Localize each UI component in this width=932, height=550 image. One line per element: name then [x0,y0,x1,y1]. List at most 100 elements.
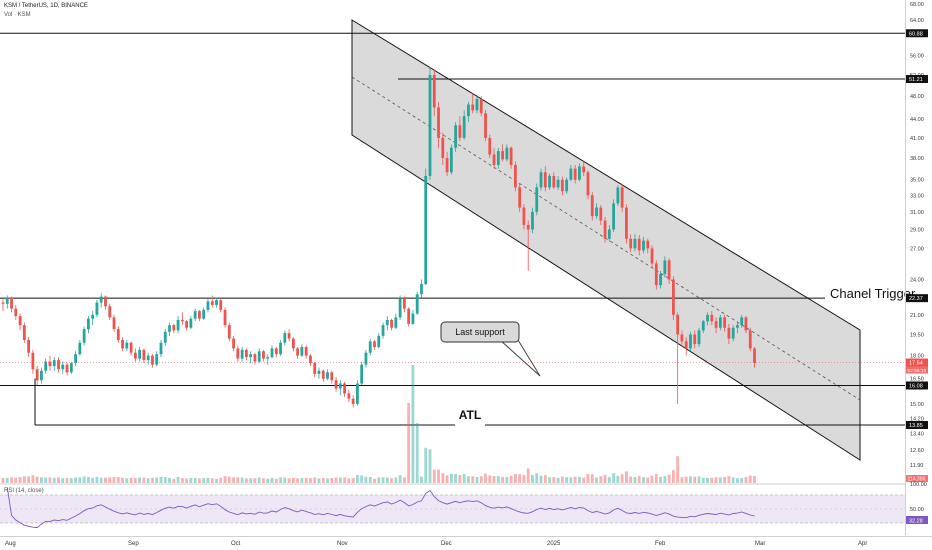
candle[interactable] [240,346,244,362]
candle[interactable] [565,177,569,194]
candle[interactable] [266,354,270,365]
candle[interactable] [496,147,500,169]
candle[interactable] [731,325,735,342]
candle[interactable] [740,314,744,328]
candle[interactable] [270,345,274,359]
candle[interactable] [706,312,709,326]
candle[interactable] [710,311,714,326]
candle[interactable] [667,258,671,284]
candle[interactable] [428,67,432,180]
candle[interactable] [454,122,458,152]
candle[interactable] [663,256,667,278]
candle[interactable] [74,351,77,367]
candle[interactable] [1,298,5,312]
candle[interactable] [462,110,466,140]
candle[interactable] [560,176,564,196]
candle[interactable] [471,93,475,114]
candle[interactable] [458,116,462,142]
candle[interactable] [14,304,18,320]
candle[interactable] [398,295,402,320]
candle[interactable] [479,96,483,117]
candle[interactable] [445,151,449,176]
candle[interactable] [753,346,756,368]
candle[interactable] [582,161,586,176]
candle[interactable] [65,363,69,376]
candle[interactable] [159,339,163,358]
candle[interactable] [155,351,159,367]
candle[interactable] [586,170,590,200]
candle[interactable] [629,234,633,253]
candle[interactable] [684,337,688,356]
candle[interactable] [488,134,492,158]
candle[interactable] [18,313,22,331]
candle[interactable] [642,236,645,254]
candle[interactable] [125,339,129,352]
candle[interactable] [334,377,338,392]
candle[interactable] [279,339,282,356]
candle[interactable] [569,165,573,182]
candle[interactable] [539,168,543,191]
candle[interactable] [394,313,398,330]
candle[interactable] [274,346,278,358]
candle[interactable] [364,349,368,368]
candle[interactable] [48,355,52,371]
candle[interactable] [620,183,624,212]
candle[interactable] [689,331,692,352]
candle[interactable] [671,276,675,320]
candle[interactable] [300,344,304,358]
price-pane[interactable]: Chanel Trigger Last support ATL [0,0,916,483]
candle[interactable] [133,348,137,362]
candle[interactable] [590,192,594,221]
candle[interactable] [91,311,95,326]
candle[interactable] [142,348,146,364]
candle[interactable] [407,307,411,327]
candle[interactable] [432,69,436,117]
candle[interactable] [52,357,56,371]
candle[interactable] [556,175,560,190]
candle[interactable] [535,183,539,216]
candle[interactable] [501,144,504,162]
candle[interactable] [390,318,393,331]
candle[interactable] [424,168,428,286]
candle[interactable] [232,335,235,352]
candle[interactable] [61,361,65,374]
candle[interactable] [654,260,658,290]
candle[interactable] [509,146,513,169]
candle[interactable] [701,319,705,334]
candle[interactable] [646,238,650,254]
candle[interactable] [505,144,509,162]
candle[interactable] [441,132,445,166]
candle[interactable] [215,297,218,308]
candle[interactable] [603,216,607,243]
candle[interactable] [35,366,39,386]
candle[interactable] [172,323,176,334]
candle[interactable] [744,316,748,334]
candle[interactable] [108,303,112,320]
candle[interactable] [373,339,376,350]
candle[interactable] [168,322,171,336]
candle[interactable] [522,204,526,230]
candle[interactable] [244,348,248,361]
candle[interactable] [693,330,697,349]
candle[interactable] [313,361,317,378]
candle[interactable] [304,345,308,359]
candle[interactable] [163,329,167,346]
candle[interactable] [633,234,637,252]
candle[interactable] [637,235,641,256]
candle[interactable] [138,346,142,362]
candle[interactable] [727,323,731,345]
candle[interactable] [475,96,479,114]
candle[interactable] [296,346,300,359]
candle[interactable] [249,351,253,364]
candle[interactable] [287,329,291,342]
candle[interactable] [748,327,752,352]
candle[interactable] [262,349,265,362]
candle[interactable] [680,330,684,347]
candle[interactable] [321,369,325,382]
candle[interactable] [236,345,240,362]
candle[interactable] [326,369,329,381]
candle[interactable] [356,380,359,406]
candle[interactable] [714,317,718,334]
candle[interactable] [402,296,406,313]
